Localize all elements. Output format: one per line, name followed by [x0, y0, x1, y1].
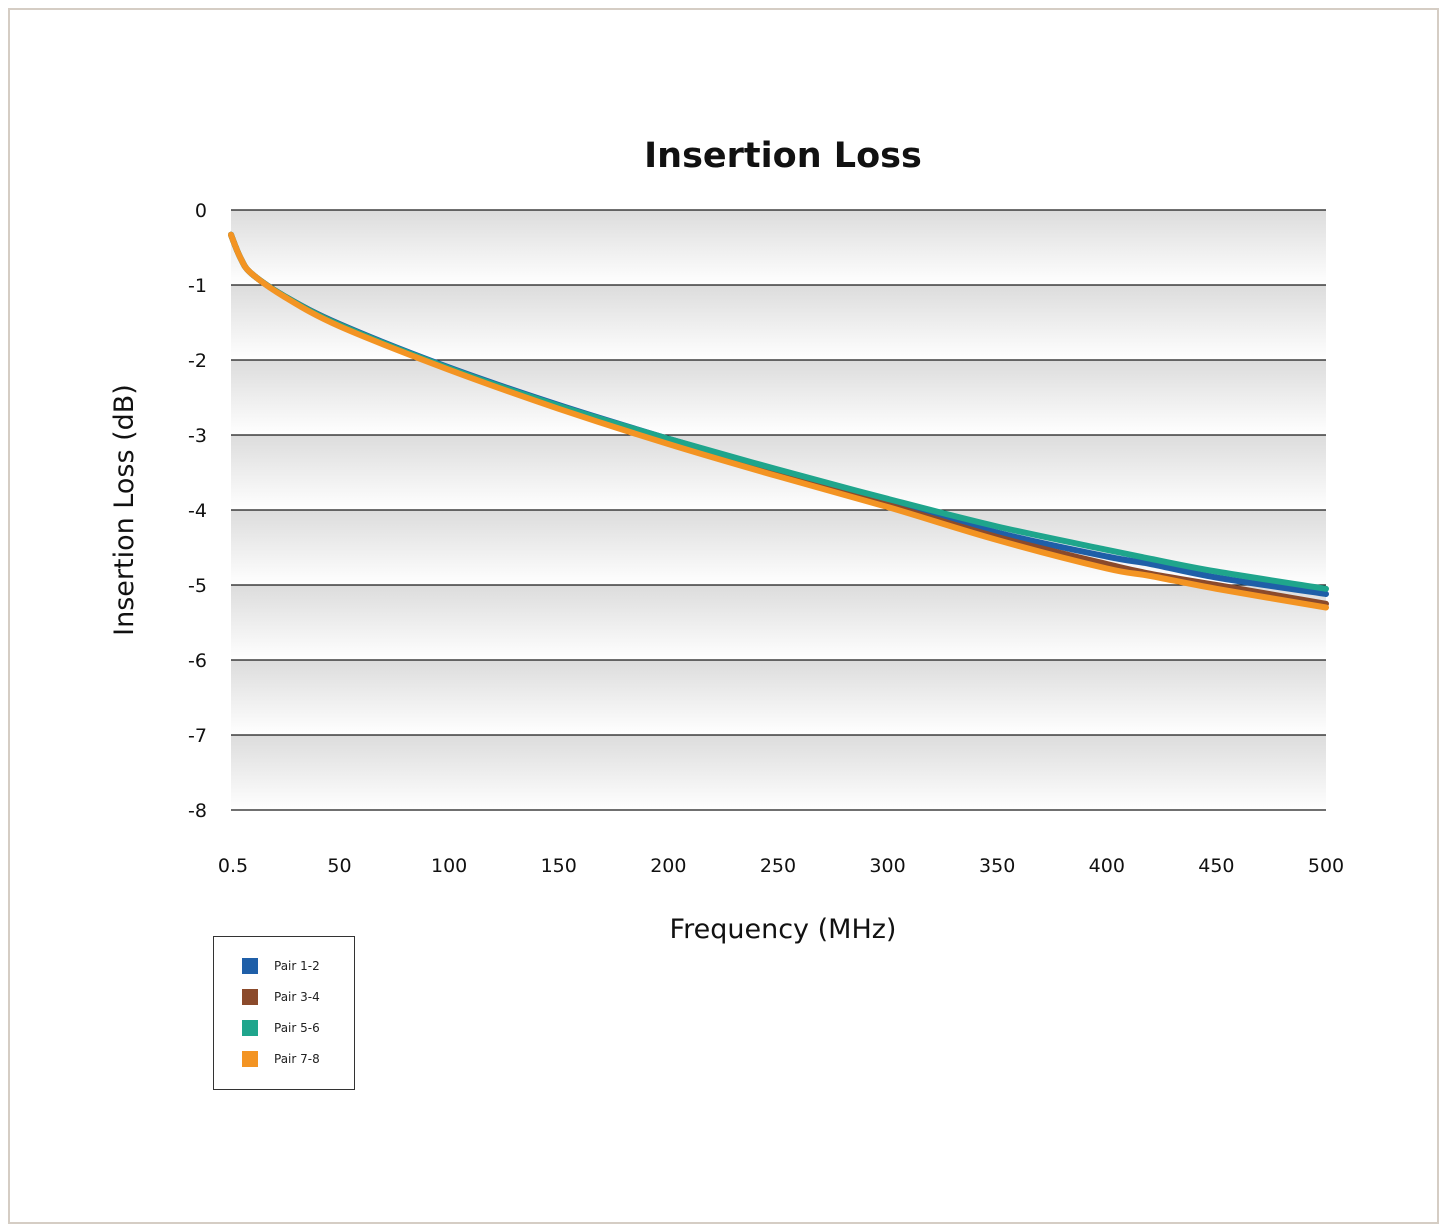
y-tick-label: -6: [188, 650, 207, 672]
x-tick-label: 450: [1198, 855, 1234, 877]
legend-item: Pair 5-6: [242, 1018, 320, 1038]
legend-swatch: [242, 1020, 258, 1036]
plot-band: [231, 285, 1326, 360]
legend-item: Pair 1-2: [242, 956, 320, 976]
x-tick-label: 200: [650, 855, 686, 877]
series-line: [228, 231, 1329, 611]
x-tick-label: 100: [431, 855, 467, 877]
legend: Pair 1-2 Pair 3-4 Pair 5-6 Pair 7-8: [213, 936, 355, 1090]
y-axis-label: Insertion Loss (dB): [109, 384, 140, 636]
plot-band: [231, 210, 1326, 285]
legend-swatch: [242, 958, 258, 974]
y-tick-labels: 0 -1 -2 -3 -4 -5 -6 -7 -8: [188, 200, 207, 822]
legend-label: Pair 5-6: [274, 1021, 320, 1035]
y-tick-label: -7: [188, 725, 207, 747]
legend-item: Pair 7-8: [242, 1049, 320, 1069]
x-tick-label: 0.5: [218, 855, 248, 877]
y-tick-label: -5: [188, 575, 207, 597]
y-tick-label: -2: [188, 350, 207, 372]
y-tick-label: -8: [188, 800, 207, 822]
x-tick-label: 50: [327, 855, 351, 877]
x-tick-label: 400: [1089, 855, 1125, 877]
y-tick-label: -3: [188, 425, 207, 447]
legend-label: Pair 3-4: [274, 990, 320, 1004]
legend-swatch: [242, 989, 258, 1005]
x-axis-label: Frequency (MHz): [670, 914, 897, 945]
legend-label: Pair 1-2: [274, 959, 320, 973]
x-tick-labels: 0.5 50 100 150 200 250 300 350 400 450 500: [218, 855, 1344, 877]
plot-band: [231, 660, 1326, 735]
x-tick-label: 500: [1308, 855, 1344, 877]
x-tick-label: 300: [869, 855, 905, 877]
legend-swatch: [242, 1051, 258, 1067]
y-tick-label: -1: [188, 275, 207, 297]
x-tick-label: 150: [541, 855, 577, 877]
y-tick-label: -4: [188, 500, 207, 522]
legend-item: Pair 3-4: [242, 987, 320, 1007]
plot-band: [231, 735, 1326, 810]
plot-bands: [231, 210, 1326, 810]
series-lines: [228, 231, 1329, 611]
legend-label: Pair 7-8: [274, 1052, 320, 1066]
plot-band: [231, 585, 1326, 660]
x-tick-label: 350: [979, 855, 1015, 877]
x-tick-label: 250: [760, 855, 796, 877]
y-tick-label: 0: [195, 200, 207, 222]
plot-band: [231, 360, 1326, 435]
chart-title: Insertion Loss: [644, 136, 922, 176]
gridlines: [231, 209, 1326, 811]
